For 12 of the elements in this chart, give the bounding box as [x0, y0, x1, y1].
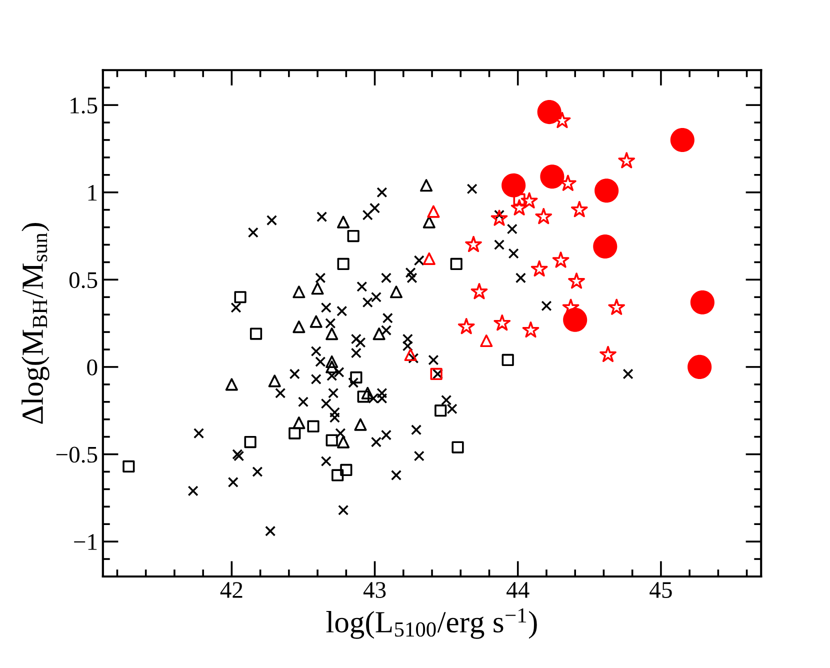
x-tick-label: 44: [506, 582, 530, 598]
y-tick-label: 1.5: [70, 98, 98, 114]
y-tick-label: 0.5: [69, 272, 98, 288]
y-axis-title: Δlog(M$_{BH}$/M$_{sun}$): [22, 223, 50, 424]
y-tick-label: 0: [87, 359, 98, 376]
x-tick-label: 42: [220, 582, 242, 598]
x-axis-title: log(L$_{5100}$/erg s$^{−1}$): [326, 608, 537, 639]
y-tick-label: −0.5: [56, 446, 98, 463]
x-tick-label: 45: [650, 582, 672, 598]
y-tick-label: −1: [74, 534, 97, 550]
y-tick-label: 1: [88, 184, 97, 201]
x-tick-label: 43: [363, 582, 386, 598]
